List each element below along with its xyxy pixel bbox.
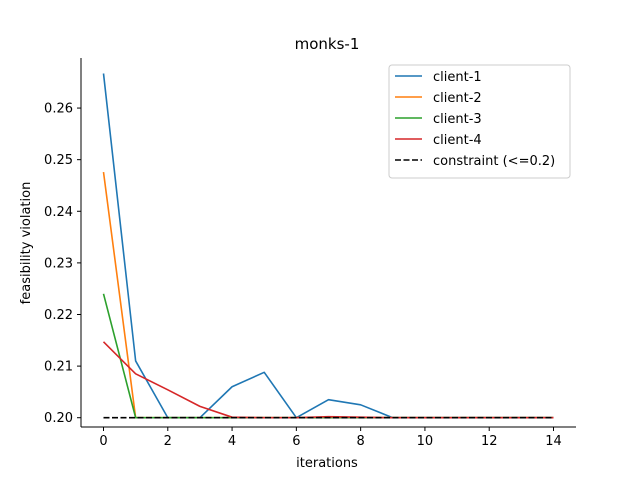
legend-label-3: client-3 bbox=[433, 112, 482, 127]
plot-lines bbox=[102, 73, 554, 419]
y-tick-label: 0.25 bbox=[44, 153, 73, 168]
x-tick-label: 14 bbox=[545, 434, 562, 449]
x-tick-label: 10 bbox=[417, 434, 434, 449]
series-line-2 bbox=[102, 171, 554, 419]
legend-label-4: client-4 bbox=[433, 133, 482, 148]
x-tick-label: 0 bbox=[99, 434, 107, 449]
legend-label-2: client-2 bbox=[433, 91, 482, 106]
x-tick-label: 8 bbox=[357, 434, 365, 449]
axes: 0 2 4 6 8 10 12 14 0.20 0.21 0.22 0.23 0.24 0.25 0.26 bbox=[44, 58, 576, 449]
y-tick-label: 0.26 bbox=[44, 102, 73, 117]
legend: client-1 client-2 client-3 client-4 constrai… bbox=[388, 64, 571, 179]
series-line-4 bbox=[102, 341, 554, 419]
y-tick-label: 0.24 bbox=[44, 205, 73, 220]
x-tick-label: 2 bbox=[164, 434, 172, 449]
y-axis-label: feasibility violation bbox=[19, 182, 34, 305]
x-tick-label: 12 bbox=[481, 434, 498, 449]
x-tick-label: 6 bbox=[292, 434, 300, 449]
x-axis-label: iterations bbox=[296, 456, 358, 471]
legend-box bbox=[388, 64, 571, 179]
chart-title: monks-1 bbox=[295, 35, 360, 53]
y-tick-label: 0.23 bbox=[44, 256, 73, 271]
x-tick-label: 4 bbox=[228, 434, 236, 449]
y-tick-label: 0.20 bbox=[44, 411, 73, 426]
y-tick-label: 0.21 bbox=[44, 360, 73, 375]
legend-label-5: constraint (<=0.2) bbox=[433, 154, 555, 169]
y-tick-label: 0.22 bbox=[44, 308, 73, 323]
legend-label-1: client-1 bbox=[433, 70, 482, 85]
